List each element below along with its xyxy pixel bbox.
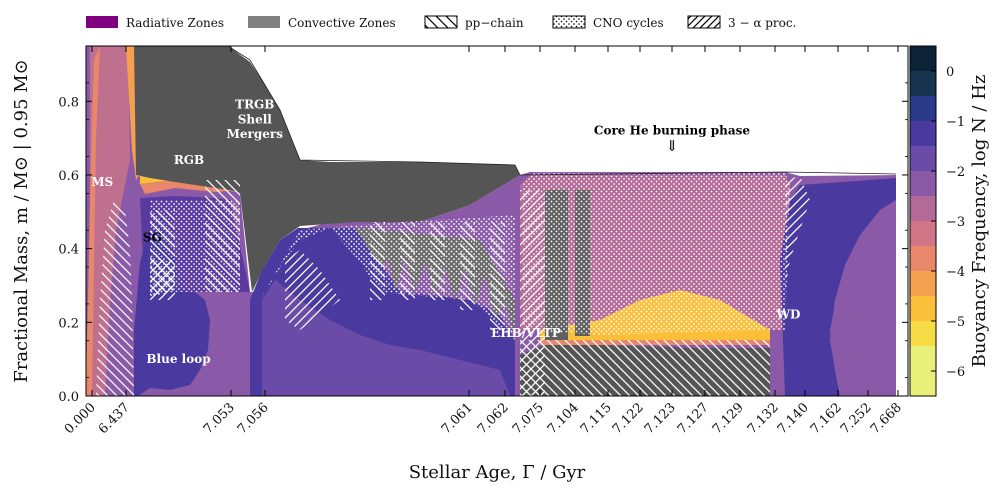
colorbar-level [910, 146, 936, 171]
x-tick-label: 7.061 [439, 400, 476, 437]
legend-swatch [687, 15, 721, 29]
y-tick-label: 0.4 [58, 243, 79, 258]
x-tick-label: 7.123 [642, 400, 679, 437]
colorbar-level [910, 246, 936, 271]
annotation-label: Blue loop [146, 352, 210, 366]
post-dcf-inner [262, 280, 510, 396]
x-tick-label: 7.140 [775, 400, 812, 437]
y-axis-label: Fractional Mass, m / M⊙ | 0.95 M⊙ [11, 59, 32, 383]
colorbar-level [910, 121, 936, 146]
x-tick-label: 7.075 [510, 400, 547, 437]
legend-label: 3 − α proc. [728, 16, 796, 30]
annotation-label: MS [91, 175, 113, 189]
legend-swatch [248, 16, 280, 28]
y-tick-label: 0.6 [58, 169, 79, 184]
x-tick-label: 7.132 [745, 400, 782, 437]
legend-swatch [86, 16, 118, 28]
annotation-label: Mergers [227, 127, 284, 141]
x-tick-label: 7.162 [808, 400, 845, 437]
colorbar-level [910, 221, 936, 246]
wd-envelope [830, 230, 896, 396]
x-tick-label: 7.115 [578, 400, 615, 437]
colorbar-level [910, 196, 936, 221]
cno-eh [260, 215, 515, 340]
colorbar-level [910, 171, 936, 196]
annotation-label: EHB/VLTP [491, 326, 561, 340]
colorbar-tick-label: −3 [946, 215, 965, 230]
colorbar-label: Buoyancy Frequency, log N / Hz [969, 75, 990, 368]
colorbar: 0 −1 −2 −3 −4 −5 −6 [909, 45, 965, 397]
x-tick-label: 0.000 [62, 400, 99, 437]
colorbar-level [910, 46, 936, 71]
annotation-label: ⇓ [666, 137, 679, 155]
colorbar-level [910, 71, 936, 96]
y-tick-label: 0.2 [58, 316, 79, 331]
colorbar-level [910, 96, 936, 121]
legend-label: pp−chain [465, 16, 524, 30]
x-tick-label: 7.104 [545, 400, 582, 437]
x-tick-label: 7.129 [710, 400, 747, 437]
legend-label: Radiative Zones [126, 16, 224, 30]
cno-he-burning [522, 172, 790, 335]
legend: Radiative Zones Convective Zones pp−chain C… [86, 15, 796, 30]
legend-label: Convective Zones [288, 16, 396, 30]
y-axis: 0.0 0.2 0.4 0.6 0.8 [58, 45, 908, 405]
annotation-label: WD [776, 308, 801, 322]
legend-swatch [424, 15, 458, 29]
ms-outer-band [86, 46, 100, 396]
colorbar-level [910, 321, 936, 346]
wd-core [780, 178, 896, 396]
stellar-surface-line [134, 46, 897, 176]
triple-alpha-wd [785, 176, 810, 290]
plot-area [86, 46, 908, 396]
colorbar-tick-label: −5 [946, 315, 965, 330]
x-tick-label: 7.252 [838, 400, 875, 437]
y-tick-label: 0.0 [58, 390, 79, 405]
annotation-label: DCF [373, 127, 402, 141]
annotation-label: Core He burning phase [594, 123, 751, 137]
legend-label: CNO cycles [593, 16, 664, 30]
colorbar-tick-label: 0 [946, 65, 954, 80]
colorbar-tick-label: −4 [946, 265, 965, 280]
x-axis-label: Stellar Age, Γ / Gyr [409, 462, 586, 483]
colorbar-tick-label: −6 [946, 365, 965, 380]
x-tick-label: 7.127 [675, 400, 712, 437]
pp-chain-he [520, 340, 770, 396]
pp-chain-eh [370, 222, 505, 330]
x-tick-label: 7.053 [201, 400, 238, 437]
colorbar-tick-label: −2 [946, 165, 965, 180]
annotation-label: RGB [174, 153, 204, 167]
x-tick-label: 7.122 [610, 400, 647, 437]
annotation-label: TRGB [235, 98, 274, 112]
colorbar-tick-label: −1 [946, 115, 965, 130]
y-tick-label: 0.8 [58, 95, 79, 110]
colorbar-level [910, 296, 936, 321]
plot-frame [85, 45, 909, 397]
pp-chain-ms [96, 200, 134, 396]
x-tick-label: 6.437 [96, 400, 133, 437]
x-tick-label: 7.668 [868, 400, 905, 437]
dcf-convective-block [140, 60, 240, 165]
legend-swatch [552, 15, 586, 29]
x-tick-label: 7.062 [475, 400, 512, 437]
annotation-label: SG [143, 230, 162, 244]
colorbar-level [910, 271, 936, 296]
x-tick-label: 7.056 [235, 400, 272, 437]
annotation-label: Shell [238, 112, 273, 126]
